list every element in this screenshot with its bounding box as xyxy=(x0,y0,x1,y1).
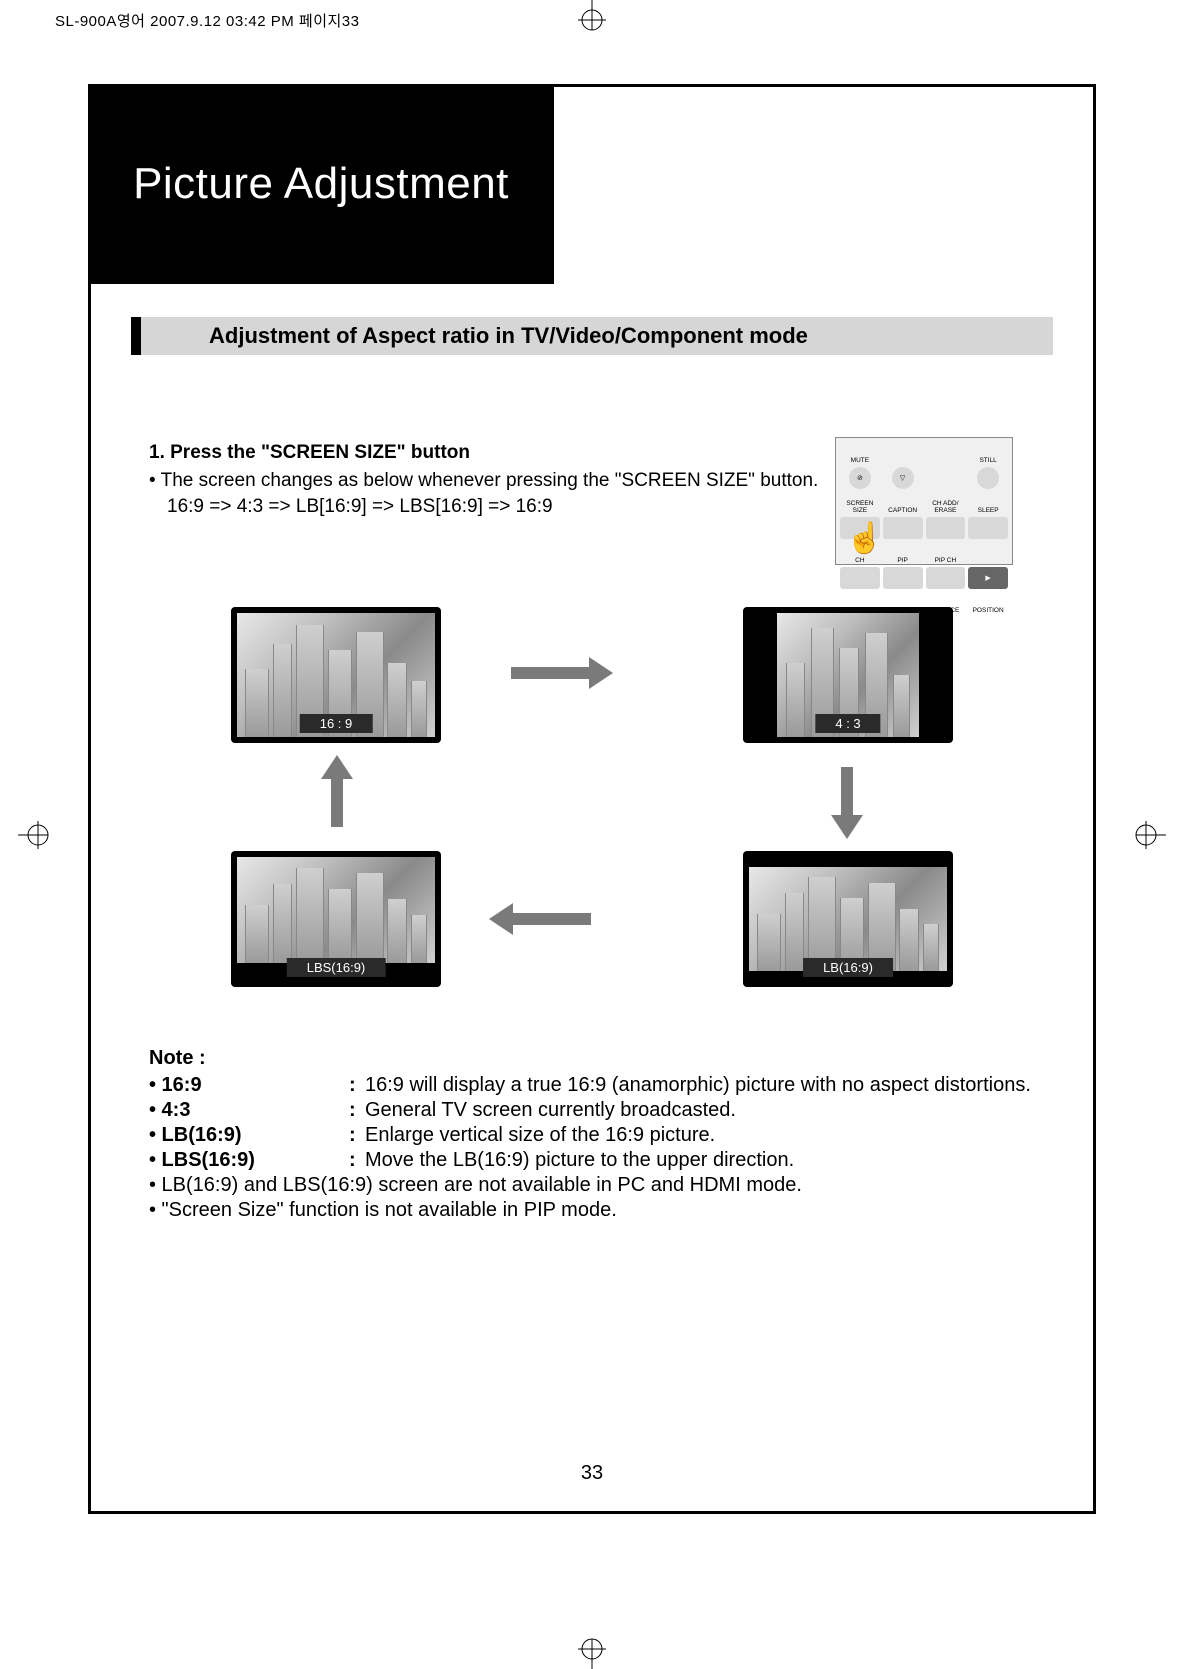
remote-label: CH xyxy=(840,542,880,564)
aspect-cycle-diagram: 16 : 9 4 : 3 xyxy=(191,607,993,987)
pip-ch-button-icon xyxy=(926,567,966,589)
notes-heading: Note : xyxy=(149,1047,1035,1070)
down-button-icon: ▽ xyxy=(892,467,914,489)
crop-mark-bottom-icon xyxy=(572,1629,612,1669)
crop-mark-left-icon xyxy=(18,815,58,855)
crop-mark-top-icon xyxy=(572,0,612,40)
tv-lbs: LBS(16:9) xyxy=(231,851,441,987)
note-desc: 16:9 will display a true 16:9 (anamorphi… xyxy=(365,1074,1035,1097)
arrow-down-icon xyxy=(841,767,853,817)
remote-label: PIP CH xyxy=(926,542,966,564)
note-desc: Enlarge vertical size of the 16:9 pictur… xyxy=(365,1124,1035,1147)
play-button-icon: ▶ xyxy=(968,567,1008,589)
arrow-right-icon xyxy=(511,667,591,679)
note-colon: : xyxy=(349,1074,365,1097)
page-number: 33 xyxy=(581,1462,603,1485)
remote-illustration: MUTE STILL ⊘ ▽ SCREEN SIZE CAPTION CH AD… xyxy=(835,437,1013,565)
tv-16-9: 16 : 9 xyxy=(231,607,441,743)
note-row: • LB(16:9) : Enlarge vertical size of th… xyxy=(149,1124,1035,1147)
note-desc: General TV screen currently broadcasted. xyxy=(365,1099,1035,1122)
tv-lb: LB(16:9) xyxy=(743,851,953,987)
content-frame: Picture Adjustment Adjustment of Aspect … xyxy=(88,84,1096,1514)
note-colon: : xyxy=(349,1149,365,1172)
caption-button-icon xyxy=(883,517,923,539)
ch-add-erase-button-icon xyxy=(926,517,966,539)
section-heading-text: Adjustment of Aspect ratio in TV/Video/C… xyxy=(209,323,808,349)
remote-label: CH ADD/ ERASE xyxy=(926,492,966,514)
note-label: • LB(16:9) xyxy=(149,1124,349,1147)
remote-label: MUTE xyxy=(840,442,880,464)
arrow-left-icon xyxy=(511,913,591,925)
tv-caption: LB(16:9) xyxy=(803,958,893,977)
pip-button-icon xyxy=(883,567,923,589)
note-colon: : xyxy=(349,1124,365,1147)
remote-label: SCREEN SIZE xyxy=(840,492,880,514)
note-label: • 16:9 xyxy=(149,1074,349,1097)
note-desc: Move the LB(16:9) picture to the upper d… xyxy=(365,1149,1035,1172)
note-label: • 4:3 xyxy=(149,1099,349,1122)
tv-caption: 4 : 3 xyxy=(815,714,880,733)
page-title: Picture Adjustment xyxy=(133,159,509,209)
title-block: Picture Adjustment xyxy=(88,84,554,284)
note-row: • 4:3 : General TV screen currently broa… xyxy=(149,1099,1035,1122)
note-label: • LBS(16:9) xyxy=(149,1149,349,1172)
note-row: • LBS(16:9) : Move the LB(16:9) picture … xyxy=(149,1149,1035,1172)
tv-4-3: 4 : 3 xyxy=(743,607,953,743)
crop-mark-right-icon xyxy=(1126,815,1166,855)
section-heading: Adjustment of Aspect ratio in TV/Video/C… xyxy=(131,317,1053,355)
note-colon: : xyxy=(349,1099,365,1122)
tv-caption: LBS(16:9) xyxy=(287,958,386,977)
screen-size-button-icon xyxy=(840,517,880,539)
remote-label: STILL xyxy=(968,442,1008,464)
print-header: SL-900A영어 2007.9.12 03:42 PM 페이지33 xyxy=(55,10,360,31)
remote-label: SLEEP xyxy=(968,492,1008,514)
note-plain: • "Screen Size" function is not availabl… xyxy=(149,1199,1035,1222)
note-plain: • LB(16:9) and LBS(16:9) screen are not … xyxy=(149,1174,1035,1197)
arrow-up-icon xyxy=(331,777,343,827)
manual-page: SL-900A영어 2007.9.12 03:42 PM 페이지33 Pictu… xyxy=(0,0,1184,1669)
notes-section: Note : • 16:9 : 16:9 will display a true… xyxy=(149,1047,1035,1224)
sleep-button-icon xyxy=(968,517,1008,539)
still-button-icon xyxy=(977,467,999,489)
remote-label: PIP xyxy=(883,542,923,564)
mute-button-icon: ⊘ xyxy=(849,467,871,489)
note-row: • 16:9 : 16:9 will display a true 16:9 (… xyxy=(149,1074,1035,1097)
tv-caption: 16 : 9 xyxy=(300,714,373,733)
remote-label: CAPTION xyxy=(883,492,923,514)
ch-button-icon xyxy=(840,567,880,589)
